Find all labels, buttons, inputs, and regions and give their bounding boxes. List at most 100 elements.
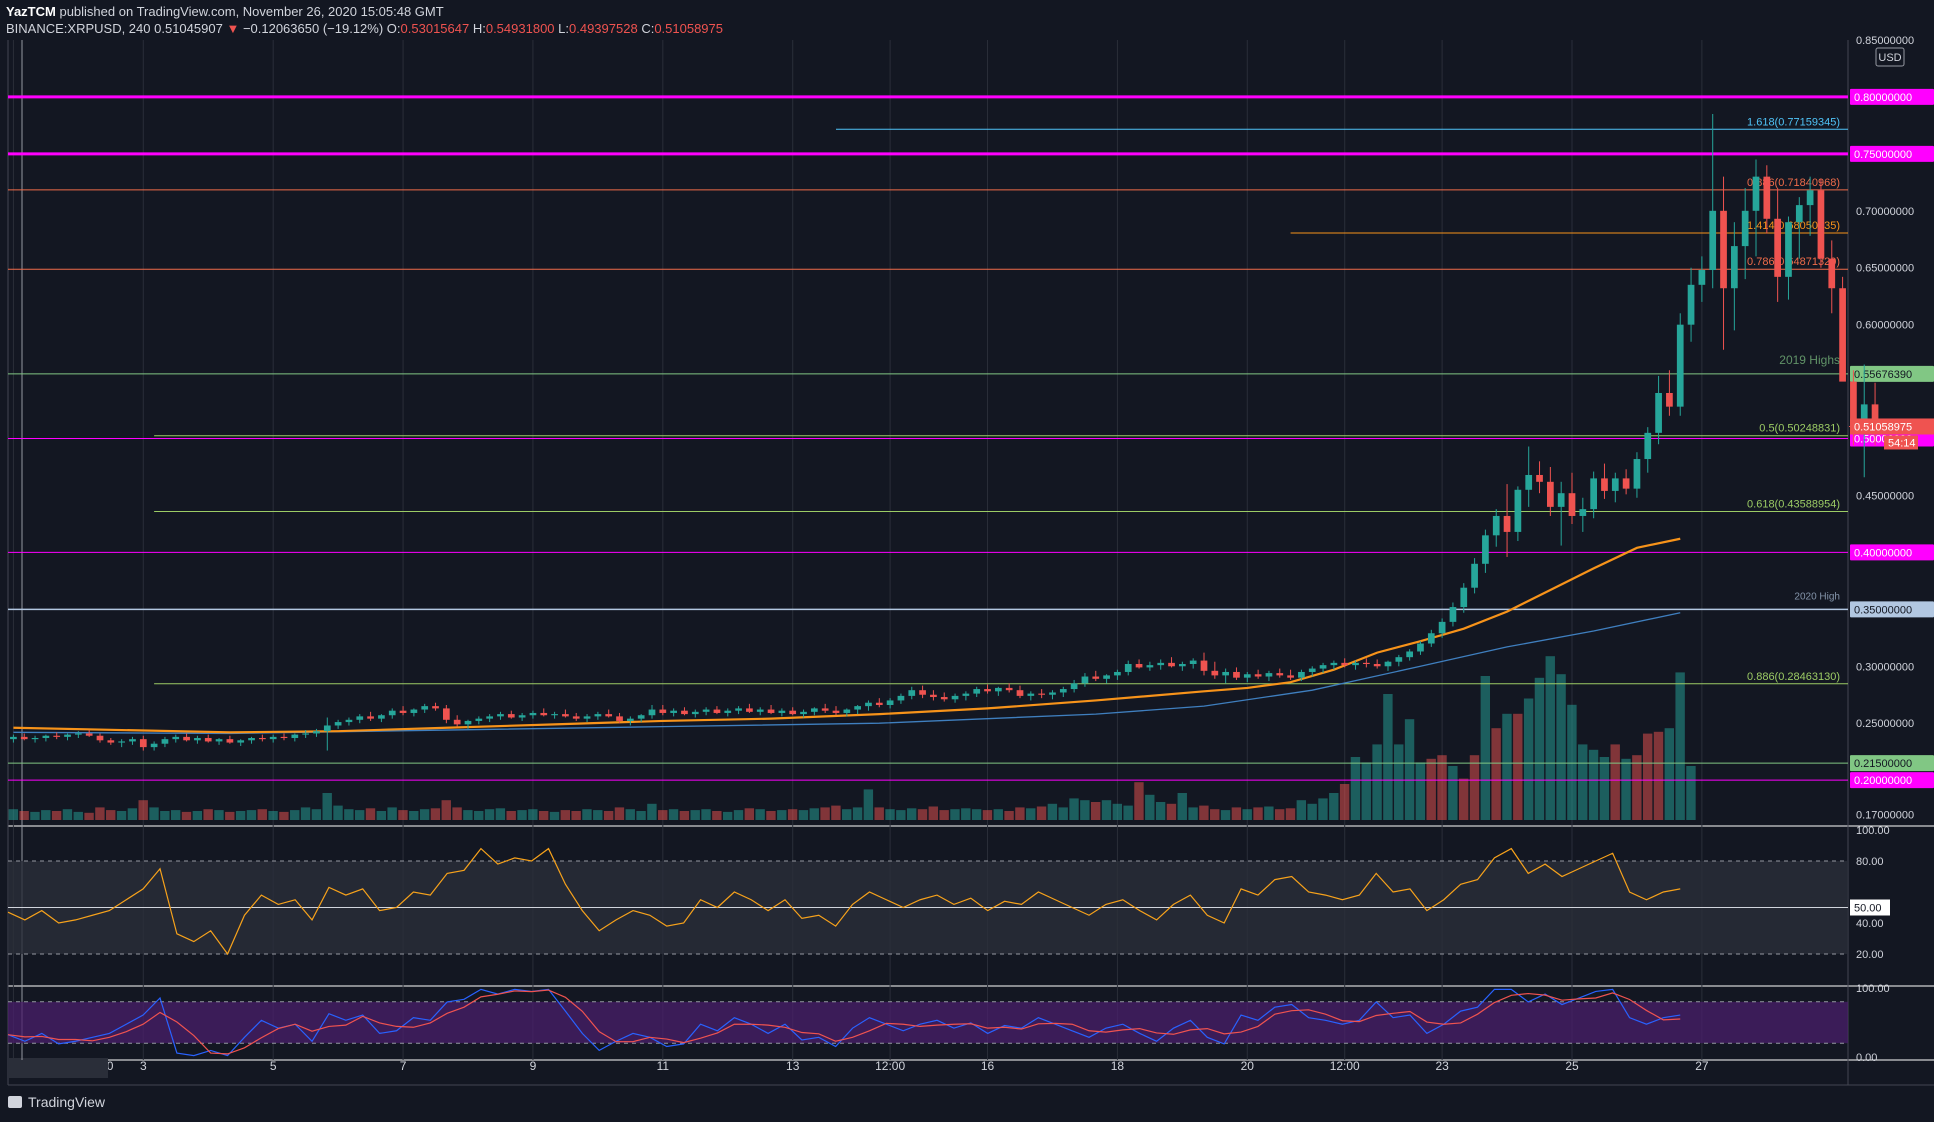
volume-bar — [1220, 810, 1231, 820]
level-caption: 2020 High — [1794, 591, 1840, 602]
candle-body — [1709, 210, 1717, 271]
close-label: C: — [641, 21, 655, 36]
candle-body — [42, 735, 50, 739]
candle-body — [1005, 687, 1013, 691]
candle-body — [475, 718, 483, 721]
volume-bar — [636, 811, 646, 820]
candle-body — [724, 710, 732, 713]
last-price-tag: 0.51058975 — [1854, 421, 1912, 433]
volume-bar — [1264, 806, 1274, 820]
candle-body — [562, 714, 569, 717]
volume-bar — [603, 811, 614, 820]
volume-bar — [1534, 677, 1545, 820]
volume-bar — [517, 810, 527, 820]
price-axis-tag-bg — [1850, 601, 1934, 618]
candle-body — [442, 708, 450, 720]
volume-bar — [982, 810, 993, 820]
volume-bar — [1567, 704, 1577, 820]
x-tick-label: 5 — [270, 1059, 277, 1073]
candle-body — [529, 712, 537, 716]
volume-bar — [1307, 803, 1317, 820]
candle-body — [1622, 478, 1630, 489]
candle-body — [1666, 392, 1673, 407]
volume-bar — [495, 808, 506, 820]
candle-body — [64, 734, 71, 737]
candle-body — [897, 695, 905, 701]
candle-body — [551, 714, 558, 716]
candle-body — [1341, 662, 1349, 666]
volume-bar — [755, 809, 765, 820]
volume-bar — [1545, 656, 1555, 820]
volume-bar — [1469, 755, 1480, 820]
tradingview-logo[interactable]: TradingView — [8, 1094, 105, 1110]
candle-body — [951, 695, 959, 700]
candle-body — [1752, 176, 1760, 211]
symbol-name[interactable]: BINANCE:XRPUSD, 240 — [6, 21, 151, 36]
price-tick-label: 0.45000000 — [1856, 490, 1914, 502]
volume-bar — [690, 810, 700, 820]
candle-body — [1395, 657, 1403, 662]
candle-body — [702, 709, 710, 712]
candle-body — [594, 714, 602, 717]
symbol-legend: BINANCE:XRPUSD, 240 0.51045907 ▼ −0.1206… — [6, 21, 723, 36]
volume-bar — [1556, 674, 1566, 820]
price-axis-tag: 0.40000000 — [1850, 544, 1934, 561]
candle-body — [302, 733, 310, 735]
candle-body — [118, 741, 126, 743]
volume-bar — [668, 809, 679, 820]
price-axis-tag-bg — [1850, 772, 1934, 789]
candle-body — [670, 710, 678, 713]
candle-body — [778, 710, 786, 713]
candle-body — [1189, 660, 1197, 664]
candle-body — [172, 736, 180, 740]
volume-bar — [896, 810, 906, 820]
candle-body — [1698, 270, 1706, 285]
candle-body — [107, 740, 115, 743]
volume-bar — [831, 805, 841, 820]
volume-bar — [1686, 766, 1696, 820]
candle-body — [1417, 643, 1424, 652]
candle-body — [973, 689, 981, 694]
candle-body — [1103, 675, 1110, 679]
volume-bar — [452, 807, 462, 820]
candle-body — [1601, 478, 1608, 491]
candle-body — [1081, 676, 1089, 684]
candle-body — [691, 711, 699, 715]
volume-bar — [257, 809, 267, 820]
volume-bar — [1458, 778, 1469, 820]
stoch-d-line — [7, 989, 1681, 1055]
volume-bar — [593, 810, 603, 820]
price-tick-label: 0.60000000 — [1856, 320, 1914, 332]
volume-bar — [1047, 803, 1058, 820]
volume-bar — [582, 809, 592, 820]
candle-body — [1114, 671, 1121, 676]
candle-body — [399, 710, 407, 713]
volume-bar — [1026, 808, 1036, 820]
volume-bar — [863, 789, 874, 820]
volume-bar — [1642, 733, 1653, 820]
candle-body — [1503, 515, 1511, 532]
volume-bar — [1199, 805, 1209, 820]
volume-bar — [1036, 806, 1047, 820]
candle-body — [1200, 660, 1208, 671]
high-value: 0.54931800 — [485, 21, 555, 36]
candle-body — [637, 715, 645, 719]
volume-bar — [993, 809, 1003, 820]
candle-body — [1741, 210, 1749, 247]
rsi-tick-label: 100.00 — [1856, 825, 1890, 837]
volume-bar — [1653, 731, 1664, 820]
candle-body — [789, 710, 797, 715]
x-tick-label: 23 — [1435, 1059, 1449, 1073]
volume-bar — [354, 810, 365, 820]
volume-bar — [1112, 803, 1123, 820]
candle-body — [540, 712, 548, 716]
candle-body — [1362, 662, 1370, 664]
rsi-tick-label: 80.00 — [1856, 856, 1884, 868]
volume-bar — [8, 809, 19, 820]
countdown-bg — [1884, 435, 1918, 450]
candle-body — [962, 693, 970, 696]
volume-bar — [170, 810, 181, 820]
price-tick-label: 0.70000000 — [1856, 206, 1914, 218]
volume-bar — [820, 807, 830, 820]
